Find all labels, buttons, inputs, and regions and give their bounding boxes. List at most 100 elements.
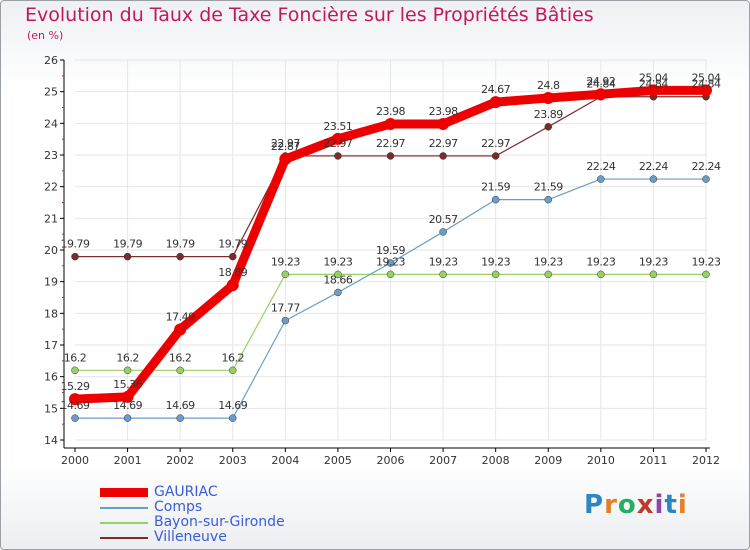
- data-point: [542, 92, 555, 104]
- y-tick-label: 18: [44, 307, 58, 320]
- legend: GAURIAC Comps Bayon-sur-Gironde Villeneuve: [100, 485, 285, 545]
- data-label: 16.2: [222, 351, 245, 364]
- legend-swatch: [100, 506, 148, 509]
- data-label: 19.79: [166, 238, 195, 251]
- data-point: [176, 366, 184, 375]
- data-label: 19.79: [113, 238, 142, 251]
- x-tick-label: 2006: [377, 454, 405, 467]
- data-label: 22.87: [271, 140, 300, 153]
- legend-item: GAURIAC: [100, 485, 285, 500]
- data-label: 19.23: [376, 255, 405, 268]
- y-tick-label: 17: [44, 339, 58, 352]
- data-label: 23.51: [323, 120, 352, 133]
- data-label: 19.23: [271, 255, 300, 268]
- legend-item: Villeneuve: [100, 530, 285, 545]
- x-tick-label: 2003: [219, 454, 247, 467]
- data-label: 19.59: [376, 244, 405, 257]
- data-point: [544, 195, 552, 204]
- legend-label: Villeneuve: [154, 529, 227, 545]
- data-point: [176, 252, 184, 261]
- data-point: [386, 270, 395, 279]
- data-label: 20.57: [429, 213, 458, 226]
- data-label: 15.29: [61, 380, 90, 393]
- data-point: [437, 117, 450, 130]
- data-point: [123, 366, 132, 375]
- x-tick-label: 2000: [61, 454, 89, 467]
- y-tick-label: 19: [44, 276, 58, 289]
- data-label: 17.77: [271, 302, 300, 315]
- y-tick-label: 24: [44, 117, 58, 130]
- data-point: [71, 414, 79, 422]
- data-label: 21.59: [534, 181, 563, 194]
- data-label: 19.23: [586, 255, 615, 268]
- data-label: 16.2: [169, 351, 192, 364]
- data-label: 24.8: [537, 79, 560, 92]
- data-label: 24.67: [481, 83, 510, 96]
- y-tick-label: 14: [44, 434, 58, 447]
- data-label: 22.24: [692, 160, 721, 173]
- legend-swatch: [100, 488, 148, 497]
- data-point: [226, 279, 239, 292]
- data-label: 22.97: [271, 137, 300, 150]
- data-point: [174, 323, 187, 336]
- y-tick-label: 25: [44, 86, 58, 99]
- data-point: [702, 270, 710, 279]
- data-point: [594, 88, 607, 101]
- data-point: [279, 153, 292, 166]
- data-label: 22.97: [376, 137, 405, 150]
- x-tick-label: 2010: [587, 454, 615, 467]
- data-label: 23.89: [534, 108, 563, 121]
- legend-swatch: [100, 536, 148, 539]
- unit-label: (en %): [27, 29, 64, 42]
- data-label: 18.66: [323, 273, 352, 286]
- data-point: [229, 414, 237, 422]
- y-tick-label: 21: [44, 212, 58, 225]
- data-point: [281, 316, 290, 325]
- data-point: [334, 270, 342, 279]
- data-label: 14.69: [166, 399, 195, 412]
- x-tick-label: 2004: [271, 454, 299, 467]
- x-tick-label: 2011: [639, 454, 667, 467]
- data-point: [597, 175, 605, 183]
- data-point: [700, 84, 712, 97]
- data-point: [121, 390, 134, 403]
- data-label: 15.36: [113, 378, 142, 391]
- legend-label: Bayon-sur-Gironde: [154, 514, 285, 530]
- data-point: [334, 152, 342, 160]
- data-point: [489, 96, 502, 109]
- x-tick-label: 2002: [166, 454, 194, 467]
- y-tick-label: 26: [44, 54, 58, 67]
- x-tick-label: 2005: [324, 454, 352, 467]
- data-label: 25.04: [639, 71, 668, 84]
- data-point: [544, 270, 552, 279]
- y-tick-label: 15: [44, 402, 58, 415]
- data-point: [649, 270, 658, 279]
- data-point: [491, 152, 500, 160]
- data-point: [71, 252, 79, 261]
- data-label: 14.69: [113, 399, 142, 412]
- logo-text: Proxiti: [584, 490, 688, 520]
- data-point: [439, 152, 447, 160]
- data-point: [386, 152, 395, 160]
- data-point: [439, 270, 447, 279]
- data-label: 22.97: [323, 137, 352, 150]
- data-label: 24.84: [639, 78, 668, 91]
- data-label: 19.23: [692, 255, 721, 268]
- data-point: [544, 123, 552, 131]
- legend-swatch: [100, 521, 148, 524]
- data-label: 19.23: [323, 255, 352, 268]
- data-point: [176, 414, 184, 422]
- legend-label: GAURIAC: [154, 484, 218, 500]
- legend-label: Comps: [154, 499, 203, 515]
- x-tick-label: 2001: [114, 454, 142, 467]
- data-label: 22.24: [639, 160, 668, 173]
- data-label: 19.23: [534, 255, 563, 268]
- data-label: 19.79: [218, 238, 247, 251]
- data-label: 24.92: [586, 75, 615, 88]
- data-point: [71, 366, 79, 375]
- data-label: 16.2: [116, 351, 139, 364]
- x-tick-label: 2007: [429, 454, 457, 467]
- data-label: 19.23: [639, 255, 668, 268]
- data-label: 18.89: [218, 266, 247, 279]
